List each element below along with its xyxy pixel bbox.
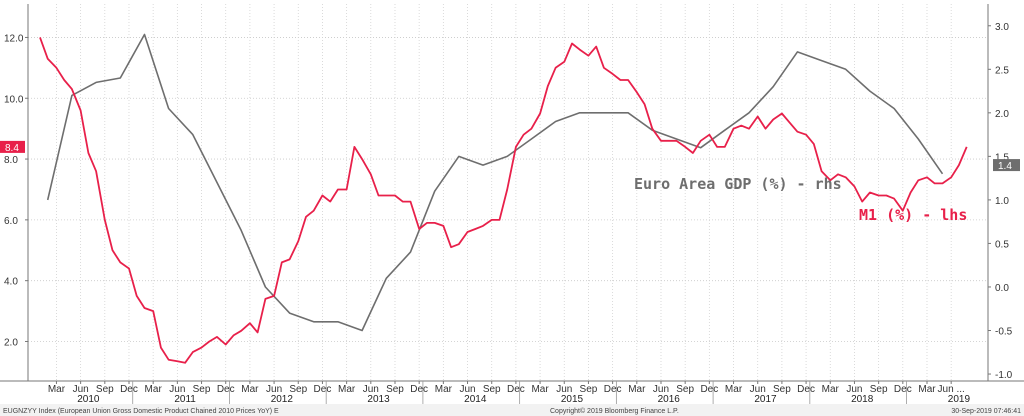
month-tick-label: Mar [145, 384, 163, 395]
footer-source: EUGNZYY Index (European Union Gross Dome… [3, 408, 279, 415]
year-label: 2010 [77, 394, 100, 405]
year-label: 2017 [754, 394, 777, 405]
month-tick-label: Mar [435, 384, 453, 395]
month-tick-label: Sep [483, 384, 501, 395]
right-tick-label: 2.0 [995, 109, 1009, 120]
left-tick-label: 6.0 [4, 216, 18, 227]
gdp-line [46, 33, 944, 332]
left-tick-label: 4.0 [4, 277, 18, 288]
year-label: 2014 [464, 394, 487, 405]
right-tick-label: 1.5 [995, 152, 1009, 163]
gdp-last-value-tag [993, 159, 1020, 172]
month-tick-label: Jun [653, 384, 669, 395]
month-tick-label: Jun [169, 384, 185, 395]
year-label: 2019 [948, 394, 971, 405]
x-axis-year-labels: 2010 2011 2012 2013 2014 2015 2016 2017 2018 2019 [77, 381, 970, 405]
series-m1 [39, 37, 968, 364]
footer-bar [0, 404, 1024, 416]
month-tick-label: Dec [894, 384, 912, 395]
grid [28, 4, 988, 381]
month-tick-label: Sep [870, 384, 888, 395]
month-tick-label: Jun [556, 384, 572, 395]
month-tick-label: Jun [73, 384, 89, 395]
year-label: 2015 [561, 394, 584, 405]
axes [0, 4, 1024, 382]
month-tick-label: Jun [266, 384, 282, 395]
month-tick-label: Sep [676, 384, 694, 395]
month-tick-label: Sep [580, 384, 598, 395]
month-tick-label: Mar [822, 384, 840, 395]
left-tick-label: 12.0 [4, 33, 24, 44]
month-tick-label: Dec [507, 384, 525, 395]
right-axis-ticks: -1.0 -0.5 0.0 0.5 1.0 1.5 2.0 2.5 3.0 [988, 22, 1013, 381]
right-tick-label: 0.0 [995, 283, 1009, 294]
month-tick-label: Dec [410, 384, 428, 395]
month-tick-label: Jun [846, 384, 862, 395]
right-tick-label: 1.0 [995, 196, 1009, 207]
month-tick-label: Dec [120, 384, 138, 395]
m1-line [39, 37, 968, 364]
month-tick-label: Dec [604, 384, 622, 395]
last-value-tags: 8.4 1.4 [0, 140, 1020, 172]
month-tick-label: Mar [531, 384, 549, 395]
left-axis-ticks: 2.0 4.0 6.0 8.0 10.0 12.0 [4, 33, 28, 348]
right-tick-label: -0.5 [995, 327, 1013, 338]
month-tick-label: Jun [750, 384, 766, 395]
m1-last-value-text: 8.4 [5, 143, 19, 154]
month-tick-label: Jun [363, 384, 379, 395]
series-gdp [46, 33, 944, 332]
month-tick-label: Dec [700, 384, 718, 395]
year-label: 2012 [271, 394, 294, 405]
left-tick-label: 10.0 [4, 94, 24, 105]
footer-copyright: Copyright© 2019 Bloomberg Finance L.P. [550, 407, 679, 415]
month-tick-label: Sep [289, 384, 307, 395]
footer-timestamp: 30-Sep-2019 07:46:41 [951, 408, 1021, 415]
right-tick-label: -1.0 [995, 370, 1013, 381]
month-tick-label: Mar [918, 384, 936, 395]
m1-last-value-tag [0, 140, 25, 153]
left-tick-label: 2.0 [4, 337, 18, 348]
month-tick-label: Jun ... [938, 384, 965, 395]
month-tick-label: Mar [241, 384, 259, 395]
year-label: 2011 [174, 394, 196, 405]
gdp-last-value-text: 1.4 [998, 161, 1012, 172]
month-tick-label: Dec [314, 384, 332, 395]
right-tick-label: 0.5 [995, 239, 1009, 250]
year-label: 2013 [367, 394, 390, 405]
month-tick-label: Mar [628, 384, 646, 395]
month-tick-label: Sep [96, 384, 114, 395]
gdp-series-label: Euro Area GDP (%) - rhs [634, 175, 842, 193]
month-tick-label: Dec [797, 384, 815, 395]
x-axis-month-ticks: Mar Jun Sep Dec Mar Jun Sep Dec Mar Jun Sep Dec Mar J… [48, 381, 965, 395]
left-tick-label: 8.0 [4, 155, 18, 166]
month-tick-label: Jun [459, 384, 475, 395]
month-tick-label: Sep [773, 384, 791, 395]
right-tick-label: 3.0 [995, 22, 1009, 33]
month-tick-label: Mar [725, 384, 743, 395]
month-tick-label: Dec [217, 384, 235, 395]
month-tick-label: Sep [193, 384, 211, 395]
month-tick-label: Sep [386, 384, 404, 395]
year-label: 2018 [851, 394, 874, 405]
right-tick-label: 2.5 [995, 65, 1009, 76]
month-tick-label: Mar [338, 384, 356, 395]
month-tick-label: Mar [48, 384, 66, 395]
year-label: 2016 [658, 394, 681, 405]
m1-series-label: M1 (%) - lhs [859, 206, 967, 224]
